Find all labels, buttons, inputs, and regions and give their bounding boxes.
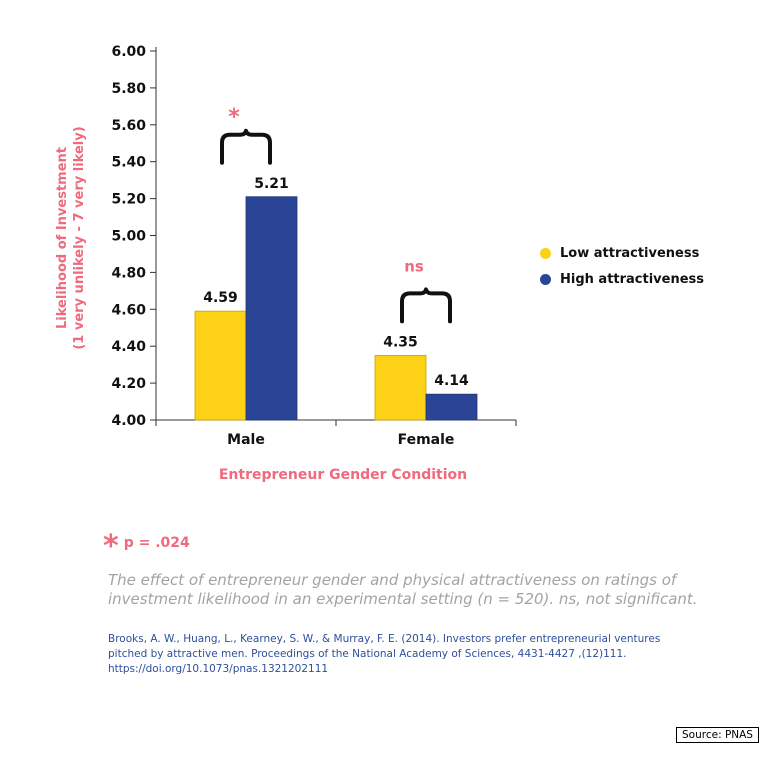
- bar: [245, 196, 298, 421]
- legend-label-high: High attractiveness: [560, 271, 705, 287]
- bar: [194, 310, 247, 421]
- figure-caption: The effect of entrepreneur gender and ph…: [108, 571, 698, 608]
- y-tick-label: 5.60: [111, 118, 146, 134]
- data-label: 5.21: [254, 176, 289, 192]
- citation-line-1: Brooks, A. W., Huang, L., Kearney, S. W.…: [108, 633, 661, 645]
- citation-line-2: pitched by attractive men. Proceedings o…: [108, 648, 627, 660]
- y-axis-title-line1: Likelihood of Investment: [55, 147, 70, 329]
- legend: Low attractiveness High attractiveness: [540, 240, 704, 292]
- legend-item-low: Low attractiveness: [540, 240, 704, 266]
- y-tick-label: 4.40: [111, 339, 146, 355]
- bar: [374, 355, 427, 421]
- x-category-label: Female: [398, 432, 455, 448]
- bar-chart: 4.00 4.20 4.40 4.60 4.80 5.00 5.20 5.40 5.60 5.80…: [55, 44, 517, 483]
- data-label: 4.14: [434, 373, 469, 389]
- legend-swatch-low: [540, 247, 551, 259]
- y-tick-label: 5.00: [111, 229, 146, 245]
- asterisk-icon: *: [103, 529, 119, 564]
- y-tick-label: 4.20: [111, 376, 146, 392]
- legend-item-high: High attractiveness: [540, 266, 704, 292]
- p-value-note: * p = .024: [103, 524, 190, 562]
- legend-label-low: Low attractiveness: [560, 245, 700, 261]
- significance-bracket: [220, 128, 272, 165]
- p-value-text: p = .024: [123, 535, 190, 551]
- source-label: Source: PNAS: [676, 727, 759, 743]
- y-tick-label: 4.60: [111, 302, 146, 318]
- citation: Brooks, A. W., Huang, L., Kearney, S. W.…: [108, 632, 668, 677]
- y-tick-label: 6.00: [111, 44, 146, 60]
- significance-bracket: [400, 287, 452, 324]
- data-label: 4.59: [203, 290, 238, 306]
- significance-marker: *: [228, 105, 240, 130]
- y-tick-label: 5.20: [111, 192, 146, 208]
- y-tick-label: 5.40: [111, 155, 146, 171]
- data-label: 4.35: [383, 334, 418, 350]
- legend-swatch-high: [540, 273, 551, 285]
- x-axis-title: Entrepreneur Gender Condition: [219, 467, 467, 483]
- x-category-label: Male: [227, 432, 265, 448]
- bar: [425, 393, 478, 421]
- citation-line-3: https://doi.org/10.1073/pnas.1321202111: [108, 663, 329, 675]
- y-axis-title-line2: (1 very unlikely - 7 very likely): [72, 126, 87, 349]
- y-tick-label: 5.80: [111, 81, 146, 97]
- y-tick-label: 4.00: [111, 413, 146, 429]
- y-tick-label: 4.80: [111, 265, 146, 281]
- significance-marker: ns: [404, 257, 424, 275]
